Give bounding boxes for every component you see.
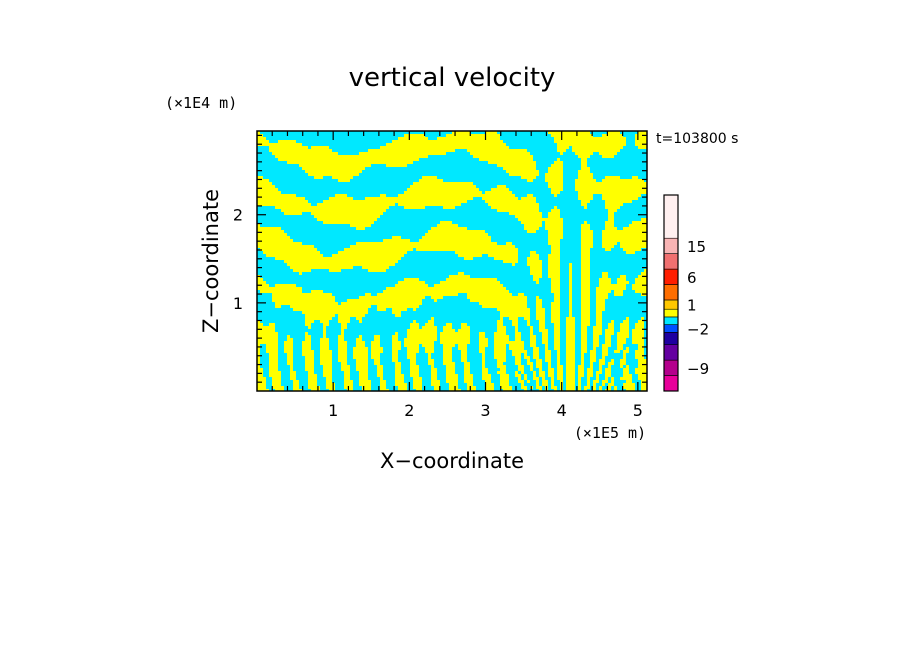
x-axis: 1 2 3 4 5 bbox=[271, 131, 643, 420]
y-axis-label: Z−coordinate bbox=[199, 189, 223, 333]
colorbar-swatch bbox=[663, 308, 679, 318]
y-unit-label: (×1E4 m) bbox=[165, 94, 237, 112]
x-axis-label: X−coordinate bbox=[380, 449, 524, 473]
colorbar-swatch bbox=[663, 253, 679, 270]
colorbar-label: −2 bbox=[687, 320, 709, 338]
x-tick-label: 1 bbox=[328, 401, 338, 420]
colorbar-label: 6 bbox=[687, 269, 697, 287]
contour-field bbox=[257, 131, 647, 391]
y-axis: 12 bbox=[233, 134, 647, 383]
colorbar-label: 1 bbox=[687, 297, 697, 315]
chart-title: vertical velocity bbox=[349, 63, 556, 93]
field-positive-region bbox=[257, 131, 647, 391]
colorbar-label: 15 bbox=[687, 238, 706, 256]
y-tick-label: 2 bbox=[233, 206, 243, 225]
colorbar-swatch bbox=[663, 375, 679, 392]
colorbar-swatch bbox=[663, 359, 679, 376]
x-tick-label: 3 bbox=[480, 401, 490, 420]
colorbar-swatch bbox=[663, 316, 679, 325]
x-unit-label: (×1E5 m) bbox=[574, 424, 646, 442]
time-label: t=103800 s bbox=[656, 131, 738, 147]
colorbar-swatch bbox=[663, 299, 679, 310]
plot-frame bbox=[256, 130, 648, 392]
colorbar-swatch bbox=[663, 268, 679, 285]
x-tick-label: 5 bbox=[633, 401, 643, 420]
y-tick-label: 1 bbox=[233, 294, 243, 313]
colorbar-swatch bbox=[663, 344, 679, 361]
colorbar-swatch bbox=[663, 324, 679, 333]
x-tick-label: 2 bbox=[404, 401, 414, 420]
colorbar-frame bbox=[663, 194, 679, 392]
colorbar-label: −9 bbox=[687, 360, 709, 378]
colorbar-swatch bbox=[663, 284, 679, 301]
colorbar: 15 6 1 −2 −9 bbox=[663, 194, 709, 392]
colorbar-swatch bbox=[663, 237, 679, 254]
colorbar-swatch bbox=[663, 194, 679, 239]
x-tick-label: 4 bbox=[557, 401, 567, 420]
colorbar-swatch bbox=[663, 332, 679, 346]
